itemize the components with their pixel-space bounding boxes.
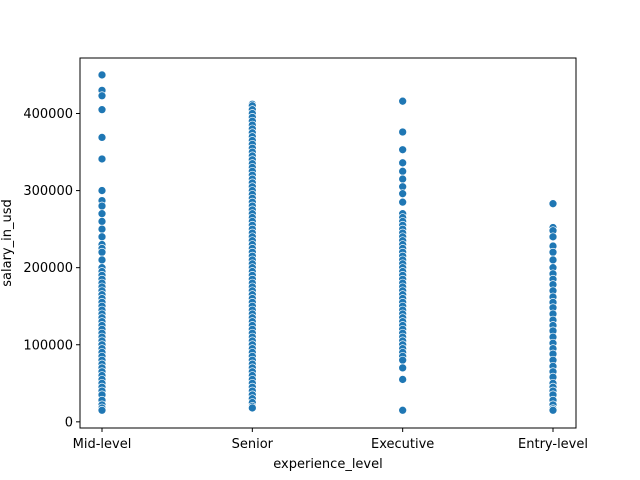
data-point: [398, 363, 408, 373]
data-point: [398, 145, 408, 155]
data-point: [548, 255, 558, 265]
x-tick-label: Executive: [371, 437, 434, 452]
x-tick-label: Mid-level: [73, 437, 132, 452]
data-point: [398, 375, 408, 384]
x-ticks: Mid-level Senior Executive Entry-level: [73, 428, 588, 452]
y-tick-label: 100000: [23, 338, 73, 353]
data-point: [247, 403, 257, 413]
data-point: [398, 174, 408, 184]
data-point: [97, 224, 107, 234]
y-ticks: 0 100000 200000 300000 400000: [23, 107, 80, 430]
data-point: [97, 154, 107, 164]
data-point: [398, 355, 408, 365]
y-tick-label: 400000: [23, 107, 73, 122]
data-point: [548, 247, 558, 257]
y-tick-label: 0: [65, 415, 73, 430]
points-layer: [97, 70, 558, 415]
data-point: [548, 199, 558, 209]
data-point: [97, 70, 107, 80]
x-tick-label: Senior: [232, 437, 274, 452]
data-point: [398, 127, 408, 137]
data-point: [97, 247, 107, 257]
data-point: [398, 189, 408, 199]
data-point: [398, 405, 408, 415]
data-point: [398, 158, 408, 168]
data-point: [97, 186, 107, 195]
data-point: [97, 255, 107, 265]
data-point: [97, 91, 107, 101]
data-point: [97, 105, 107, 114]
data-point: [97, 209, 107, 219]
data-point: [97, 133, 107, 142]
y-tick-label: 300000: [23, 184, 73, 199]
data-point: [97, 217, 107, 226]
y-tick-label: 200000: [23, 261, 73, 276]
x-axis-label: experience_level: [273, 457, 382, 472]
data-point: [398, 96, 408, 106]
data-point: [97, 232, 107, 242]
x-tick-label: Entry-level: [518, 437, 588, 452]
plot-area: [79, 57, 577, 429]
data-point: [97, 201, 107, 211]
data-point: [548, 405, 558, 415]
y-axis-label: salary_in_usd: [0, 199, 15, 286]
data-point: [548, 232, 558, 242]
data-point: [398, 166, 408, 176]
data-point: [398, 197, 408, 207]
data-point: [97, 405, 107, 415]
